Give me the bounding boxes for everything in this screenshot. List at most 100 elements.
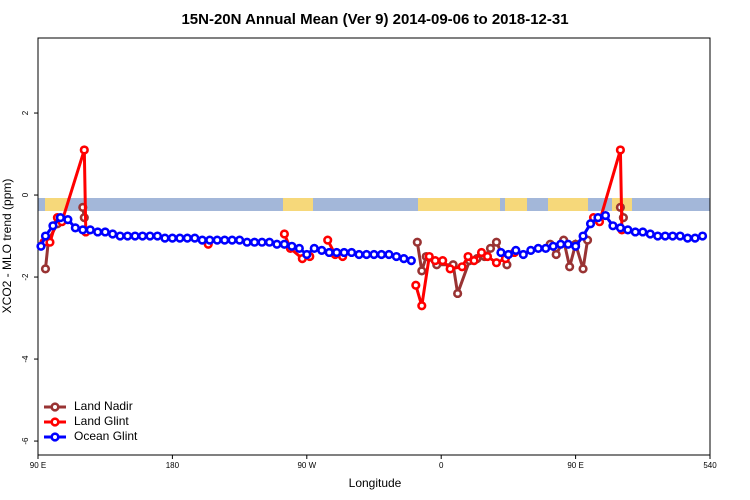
point <box>384 249 394 260</box>
point <box>122 231 133 241</box>
point <box>182 233 192 243</box>
point <box>257 237 267 247</box>
point <box>548 241 558 251</box>
point <box>430 256 440 266</box>
point <box>279 229 290 239</box>
point <box>354 249 364 260</box>
point <box>406 256 416 266</box>
point <box>249 237 260 247</box>
point <box>463 251 473 262</box>
point <box>697 231 708 241</box>
y-axis-label: XCO2 - MLO trend (ppm) <box>0 179 14 314</box>
plot-frame <box>37 37 711 456</box>
point <box>205 235 215 245</box>
y-tick-label: 0 <box>21 192 30 197</box>
point <box>369 249 379 260</box>
point <box>541 243 551 253</box>
point <box>399 253 409 264</box>
point <box>565 262 575 272</box>
point <box>476 247 487 258</box>
point <box>160 233 170 243</box>
point <box>653 231 663 241</box>
point <box>570 241 581 251</box>
land <box>45 198 67 211</box>
point <box>417 266 427 276</box>
point <box>40 264 51 274</box>
point <box>556 239 566 249</box>
legend-marker <box>50 432 60 442</box>
point <box>485 243 496 253</box>
point <box>347 247 357 258</box>
x-tick-label: 0 <box>439 461 444 470</box>
legend-marker <box>50 402 60 412</box>
point <box>309 243 319 253</box>
point <box>578 264 588 274</box>
point <box>457 262 467 272</box>
y-tick-label: -2 <box>21 273 30 281</box>
point <box>469 256 479 266</box>
land <box>505 198 527 211</box>
point <box>339 247 349 258</box>
point <box>45 237 55 247</box>
point <box>496 247 506 258</box>
point <box>411 280 421 290</box>
point <box>615 145 626 155</box>
point <box>482 251 493 262</box>
legend-label: Land Glint <box>74 414 129 428</box>
point <box>578 231 588 241</box>
point <box>48 221 58 231</box>
point <box>235 235 245 245</box>
y-tick-label: -4 <box>21 355 30 363</box>
x-axis-label: Longitude <box>349 476 402 490</box>
point <box>279 239 290 249</box>
point <box>668 231 678 241</box>
chart-title: 15N-20N Annual Mean (Ver 9) 2014-09-06 t… <box>181 11 568 28</box>
point <box>85 225 95 235</box>
point <box>324 247 334 258</box>
point <box>190 233 200 243</box>
point <box>115 231 125 241</box>
point <box>220 235 230 245</box>
point <box>526 245 536 255</box>
point <box>585 219 596 229</box>
point <box>287 241 297 251</box>
x-tick-label: 90 E <box>567 461 583 470</box>
point <box>593 212 603 223</box>
legend-marker <box>50 417 60 427</box>
land <box>418 198 500 211</box>
point <box>197 235 207 245</box>
point <box>137 231 148 241</box>
series-line <box>43 149 624 307</box>
legend-label: Land Nadir <box>74 399 133 413</box>
point <box>70 223 80 233</box>
point <box>645 229 655 239</box>
x-tick-label: 90 W <box>297 461 316 470</box>
point <box>100 227 110 237</box>
point <box>533 243 543 253</box>
point <box>272 239 282 249</box>
point <box>93 227 103 237</box>
point <box>79 145 89 155</box>
ocean-band <box>38 198 710 211</box>
point <box>323 235 333 245</box>
point <box>491 258 502 268</box>
point <box>623 225 633 235</box>
point <box>438 256 448 266</box>
point <box>361 249 372 260</box>
point <box>130 231 140 241</box>
x-tick-label: 90 E <box>30 461 46 470</box>
legend-label: Ocean Glint <box>74 429 138 443</box>
point <box>152 231 163 241</box>
point <box>518 249 528 260</box>
point <box>317 245 327 255</box>
point <box>175 233 185 243</box>
point <box>563 239 573 249</box>
point <box>412 237 422 247</box>
point <box>264 237 275 247</box>
point <box>302 249 312 260</box>
point <box>445 264 455 274</box>
point <box>690 233 700 243</box>
point <box>630 227 640 237</box>
point <box>332 247 342 258</box>
